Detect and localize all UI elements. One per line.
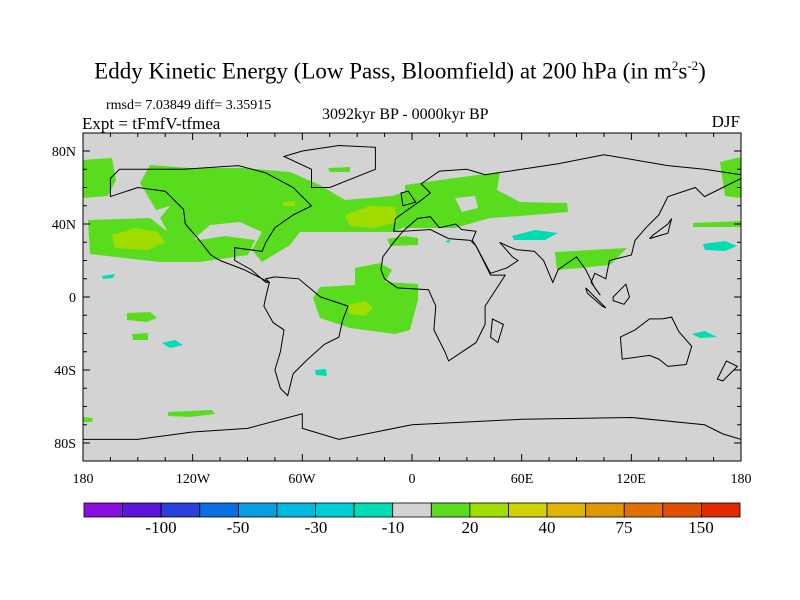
neutral-hole xyxy=(455,196,478,212)
coastlines xyxy=(83,144,741,440)
colorbar-box xyxy=(662,502,702,518)
coastline-greenland xyxy=(282,144,376,188)
lon-label: 180 xyxy=(731,472,752,487)
lon-label: 120E xyxy=(616,472,646,487)
coastline-britain xyxy=(400,190,417,207)
coastline-south-america xyxy=(263,276,349,397)
coastline-australia xyxy=(619,316,693,367)
colorbar-label: -30 xyxy=(304,518,328,537)
colorbar-box xyxy=(237,502,278,518)
colorbar-box xyxy=(701,502,741,518)
lat-label: 80S xyxy=(54,437,76,452)
stats-label: rmsd= 7.03849 diff= 3.35915 xyxy=(106,98,272,113)
colorbar-box xyxy=(199,502,239,518)
colorbar-box xyxy=(623,502,664,518)
colorbar-box xyxy=(160,502,201,518)
colorbar-label: -100 xyxy=(145,518,177,537)
coastline-new-zealand xyxy=(716,360,739,382)
colorbar-label: 40 xyxy=(538,518,556,537)
negative-10-regions xyxy=(102,230,737,376)
positive-30-regions xyxy=(112,201,397,316)
lon-label: 180 xyxy=(73,472,94,487)
colorbar-box xyxy=(430,502,471,518)
colorbar-box xyxy=(83,502,123,518)
colorbar-label: -10 xyxy=(381,518,405,537)
colorbar-box xyxy=(546,502,587,518)
colorbar-box xyxy=(276,502,316,518)
coastline-eurasia xyxy=(393,154,741,296)
axis-ticks xyxy=(82,133,742,461)
positive-20-regions xyxy=(83,157,741,422)
colorbar xyxy=(83,502,741,518)
coastline-africa xyxy=(380,228,507,362)
lat-label: 80N xyxy=(52,145,76,160)
colorbar-label: 150 xyxy=(688,518,714,537)
colorbar-box xyxy=(315,502,355,518)
colorbar-box xyxy=(585,502,625,518)
colorbar-box xyxy=(353,502,394,518)
lat-axis-labels: 80N 40N 0 40S 80S xyxy=(52,145,76,452)
lon-label: 60W xyxy=(288,472,316,487)
colorbar-box xyxy=(469,502,509,518)
colorbar-label: 20 xyxy=(461,518,479,537)
colorbar-box xyxy=(508,502,548,518)
plot-title: Eddy Kinetic Energy (Low Pass, Bloomfiel… xyxy=(94,58,706,84)
season-label: DJF xyxy=(711,112,740,131)
lon-label: 120W xyxy=(176,472,211,487)
coastline-japan xyxy=(649,218,673,240)
lat-label: 0 xyxy=(69,291,76,306)
lon-label: 0 xyxy=(409,472,416,487)
coastline-antarctica xyxy=(83,413,741,440)
lat-label: 40N xyxy=(52,218,76,233)
colorbar-box xyxy=(122,502,162,518)
lon-label: 60E xyxy=(511,472,534,487)
period-label: 3092kyr BP - 0000kyr BP xyxy=(322,106,489,123)
coastline-madagascar xyxy=(490,318,505,344)
lon-axis-labels: 180 120W 60W 0 60E 120E 180 xyxy=(73,472,752,487)
coastline-sumatra xyxy=(585,287,607,309)
colorbar-label: -50 xyxy=(226,518,250,537)
coastline-north-america xyxy=(109,165,313,283)
colorbar-box xyxy=(392,502,432,518)
coastline-borneo xyxy=(612,283,631,305)
lat-label: 40S xyxy=(54,364,76,379)
anomaly-fill xyxy=(83,157,741,422)
colorbar-label: 75 xyxy=(615,518,633,537)
experiment-label: Expt = tFmfV-tfmea xyxy=(82,114,221,133)
